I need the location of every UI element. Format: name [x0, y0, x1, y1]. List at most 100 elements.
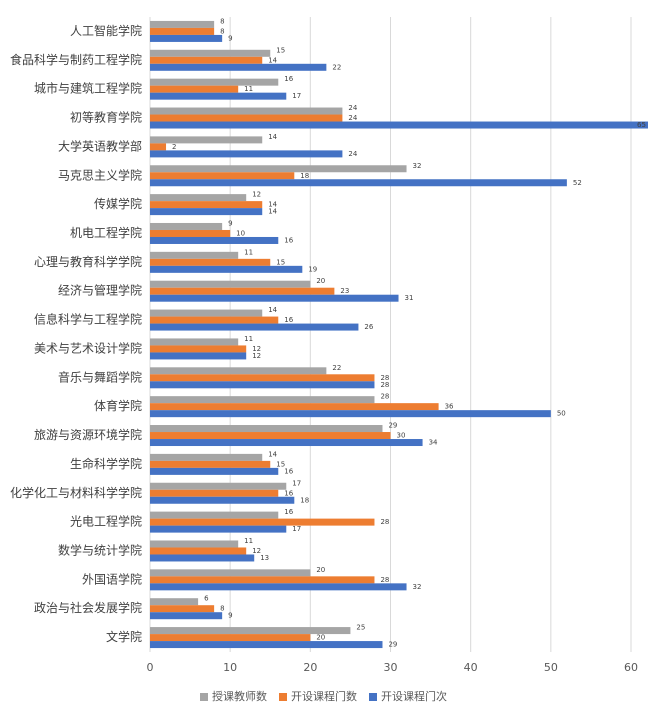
bar: [150, 222, 223, 230]
value-label: 22: [332, 63, 341, 71]
bar: [150, 576, 375, 584]
y-tick-label: 大学英语教学部: [58, 138, 142, 153]
bar: [150, 460, 271, 468]
bar: [150, 114, 343, 122]
bar: [150, 92, 287, 100]
bar: [150, 165, 407, 173]
value-label: 9: [228, 612, 232, 620]
y-tick-label: 经济与管理学院: [58, 283, 142, 298]
value-label: 16: [284, 236, 293, 244]
value-label: 28: [380, 393, 389, 401]
y-tick-label: 马克思主义学院: [58, 167, 142, 182]
y-tick-label: 生命科学学院: [70, 456, 142, 471]
value-label: 16: [284, 75, 293, 83]
bar: [150, 201, 263, 209]
value-label: 12: [252, 352, 261, 360]
value-label: 12: [252, 547, 261, 555]
value-label: 11: [244, 537, 253, 545]
value-label: 20: [316, 634, 325, 642]
bar: [150, 612, 223, 620]
y-tick-label: 旅游与资源环境学院: [34, 427, 142, 442]
bar: [150, 627, 351, 635]
bar: [150, 229, 231, 237]
bar: [150, 547, 247, 555]
x-tick-label: 10: [223, 661, 237, 674]
bar: [150, 280, 311, 288]
legend-label: 授课教师数: [212, 689, 267, 703]
value-label: 29: [388, 422, 397, 430]
value-label: 19: [308, 265, 317, 273]
y-tick-label: 体育学院: [94, 398, 142, 413]
bar: [150, 403, 439, 411]
bar: [150, 425, 383, 433]
legend-label: 开设课程门数: [291, 689, 357, 703]
value-label: 24: [348, 114, 357, 122]
value-label: 34: [429, 439, 438, 447]
bar: [150, 49, 271, 57]
bar: [150, 374, 375, 382]
bar: [150, 489, 279, 497]
value-label: 52: [573, 179, 582, 187]
bar: [150, 396, 375, 404]
bar: [150, 251, 239, 259]
bar: [150, 287, 335, 295]
y-tick-label: 信息科学与工程学院: [34, 312, 142, 327]
x-tick-label: 60: [624, 661, 638, 674]
bar: [150, 482, 287, 490]
bar: [150, 540, 239, 548]
value-label: 22: [332, 364, 341, 372]
bar: [150, 518, 375, 526]
value-label: 15: [276, 46, 285, 54]
bar: [150, 136, 263, 144]
value-label: 20: [316, 566, 325, 574]
x-tick-label: 0: [147, 661, 154, 674]
y-tick-label: 初等教育学院: [70, 110, 142, 125]
legend-swatch: [279, 693, 287, 701]
bar: [150, 121, 648, 129]
value-label: 12: [252, 345, 261, 353]
value-label: 11: [244, 85, 253, 93]
value-label: 14: [268, 56, 277, 64]
value-label: 36: [445, 403, 454, 411]
bar: [150, 265, 303, 273]
legend-swatch: [369, 693, 377, 701]
value-label: 24: [348, 104, 357, 112]
bar: [150, 143, 167, 151]
value-label: 12: [252, 191, 261, 199]
bar: [150, 85, 239, 93]
value-label: 17: [292, 525, 301, 533]
value-label: 11: [244, 248, 253, 256]
value-label: 26: [364, 323, 373, 331]
bar: [150, 634, 311, 642]
bar: [150, 598, 199, 606]
legend-label: 开设课程门次: [381, 689, 447, 703]
legend-swatch: [200, 693, 208, 701]
value-label: 16: [284, 316, 293, 324]
value-label: 14: [268, 450, 277, 458]
value-label: 28: [380, 576, 389, 584]
value-label: 65: [637, 121, 646, 129]
y-tick-label: 传媒学院: [94, 196, 142, 211]
bar: [150, 583, 407, 591]
bar: [150, 453, 263, 461]
y-tick-label: 光电工程学院: [70, 514, 142, 529]
bar: [150, 172, 295, 180]
value-label: 8: [220, 605, 224, 613]
value-label: 9: [228, 219, 232, 227]
bar: [150, 63, 327, 71]
value-label: 32: [413, 162, 422, 170]
value-label: 14: [268, 133, 277, 141]
bar: [150, 605, 215, 613]
y-tick-label: 食品科学与制药工程学院: [10, 52, 142, 67]
value-label: 32: [413, 583, 422, 591]
value-label: 30: [397, 432, 406, 440]
value-label: 14: [268, 201, 277, 209]
y-tick-label: 外国语学院: [82, 571, 142, 586]
bar: [150, 467, 279, 475]
x-tick-label: 30: [384, 661, 398, 674]
value-label: 18: [300, 172, 309, 180]
bar: [150, 338, 239, 346]
value-label: 13: [260, 554, 269, 562]
bar: [150, 381, 375, 389]
value-label: 15: [276, 460, 285, 468]
